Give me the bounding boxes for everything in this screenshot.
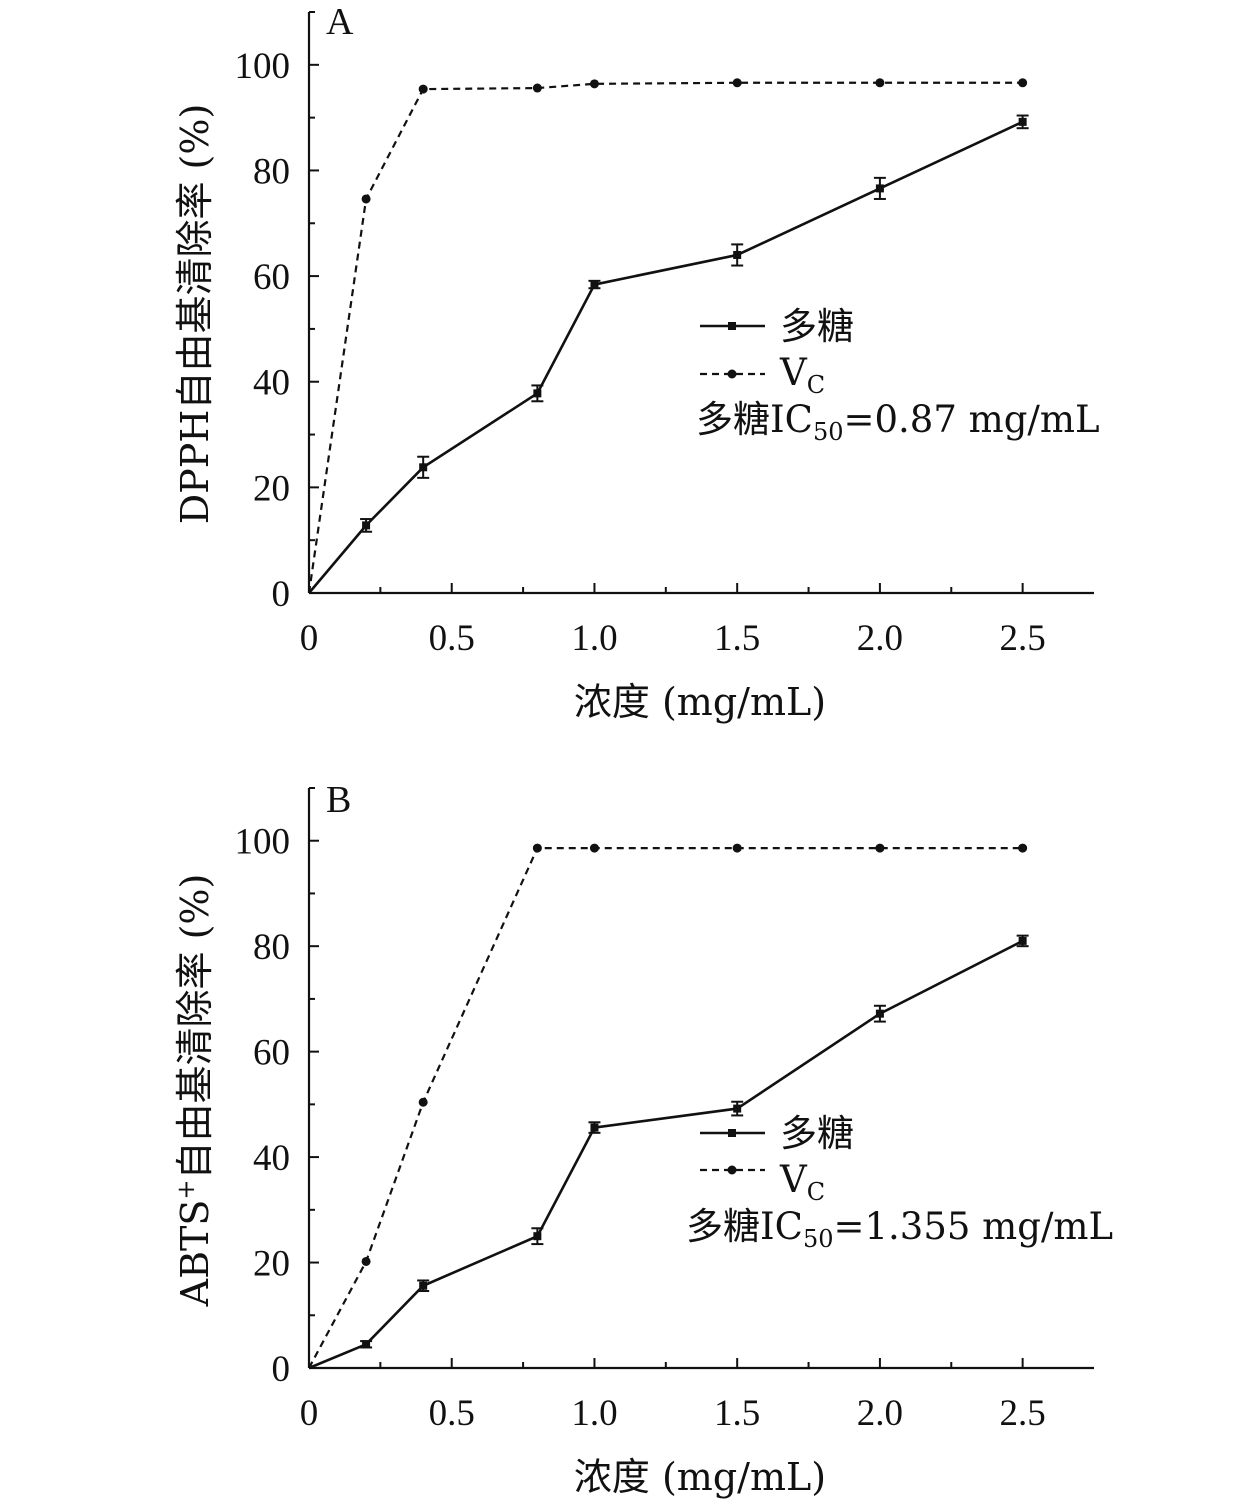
legend-label-vc: VC <box>779 351 825 399</box>
x-tick-label: 0 <box>300 618 319 659</box>
data-point-polysaccharide <box>362 521 371 530</box>
data-point-vc <box>875 843 885 853</box>
series-line-polysaccharide <box>308 939 1024 1370</box>
panel-label: A <box>326 1 354 43</box>
y-tick-label: 100 <box>235 822 291 863</box>
data-point-polysaccharide <box>733 250 742 259</box>
x-axis-title: 浓度 (mg/mL) <box>574 680 826 724</box>
data-point-vc <box>418 1097 428 1107</box>
data-point-polysaccharide <box>419 1281 428 1290</box>
data-point-vc <box>361 194 371 204</box>
plot-area <box>307 78 1029 594</box>
x-tick-label: 2.5 <box>1000 618 1046 659</box>
x-tick-label: 1.5 <box>714 1393 760 1434</box>
data-point-polysaccharide <box>1018 936 1027 945</box>
x-tick-label: 0.5 <box>429 618 475 659</box>
legend-marker-circle <box>727 1165 737 1175</box>
x-tick-label: 1.0 <box>571 618 617 659</box>
data-point-vc <box>589 843 599 853</box>
legend-marker-square <box>728 322 736 330</box>
data-point-vc <box>532 843 542 853</box>
y-axis-title: ABTS+自由基清除率 (%) <box>172 874 217 1308</box>
y-tick-label: 40 <box>253 1138 290 1179</box>
y-tick-label: 80 <box>253 927 290 968</box>
ic50-annotation: 多糖IC50=1.355 mg/mL <box>686 1205 1113 1253</box>
x-tick-label: 1.0 <box>571 1393 617 1434</box>
x-tick-labels: 0 0.5 1.0 1.5 2.0 2.5 <box>300 618 1046 659</box>
data-point-polysaccharide <box>533 389 542 398</box>
y-tick-label: 0 <box>272 574 291 615</box>
legend-marker-square <box>728 1129 736 1137</box>
x-tick-label: 0.5 <box>429 1393 475 1434</box>
data-point-vc <box>418 84 428 94</box>
legend: 多糖 VC 多糖IC50=1.355 mg/mL <box>686 1112 1113 1253</box>
axis-ticks <box>308 11 1024 594</box>
x-tick-label: 2.0 <box>857 1393 903 1434</box>
axis-ticks <box>308 787 1024 1369</box>
x-tick-labels: 0 0.5 1.0 1.5 2.0 2.5 <box>300 1393 1046 1434</box>
y-tick-label: 60 <box>253 257 290 298</box>
data-point-vc <box>589 79 599 89</box>
y-tick-label: 80 <box>253 151 290 192</box>
x-tick-label: 0 <box>300 1393 319 1434</box>
data-point-polysaccharide <box>590 280 599 289</box>
ic50-annotation: 多糖IC50=0.87 mg/mL <box>696 398 1100 446</box>
data-point-vc <box>875 78 885 88</box>
legend-marker-circle <box>727 369 737 379</box>
y-tick-label: 0 <box>272 1349 291 1390</box>
y-tick-label: 40 <box>253 363 290 404</box>
data-point-polysaccharide <box>590 1123 599 1132</box>
x-axis-title: 浓度 (mg/mL) <box>574 1455 826 1499</box>
panel-label: B <box>326 779 351 821</box>
y-tick-labels: 0 20 40 60 80 100 <box>235 822 291 1390</box>
x-tick-label: 1.5 <box>714 618 760 659</box>
data-point-polysaccharide <box>875 1009 884 1018</box>
y-tick-label: 100 <box>235 46 291 87</box>
data-point-vc <box>361 1256 371 1266</box>
series-line-vc <box>308 847 1023 1369</box>
data-point-vc <box>1018 78 1028 88</box>
x-tick-label: 2.5 <box>1000 1393 1046 1434</box>
panel-a: A 0 0.5 1.0 1.5 2.0 2.5 0 20 40 60 80 10… <box>173 1 1100 724</box>
legend-label-polysaccharide: 多糖 <box>780 1112 854 1155</box>
series-line-vc <box>307 81 1023 594</box>
y-tick-label: 20 <box>253 1244 290 1285</box>
data-point-polysaccharide <box>733 1104 742 1113</box>
y-tick-label: 20 <box>253 468 290 509</box>
plot-area <box>308 843 1029 1370</box>
legend-label-polysaccharide: 多糖 <box>780 305 854 348</box>
data-point-polysaccharide <box>362 1340 371 1349</box>
series-line-polysaccharide <box>308 120 1024 594</box>
data-point-polysaccharide <box>533 1232 542 1241</box>
data-point-polysaccharide <box>419 463 428 472</box>
legend-label-vc: VC <box>779 1158 825 1206</box>
x-tick-label: 2.0 <box>857 618 903 659</box>
data-point-vc <box>732 78 742 88</box>
y-tick-labels: 0 20 40 60 80 100 <box>235 46 291 615</box>
data-point-polysaccharide <box>875 184 884 193</box>
y-tick-label: 60 <box>253 1033 290 1074</box>
y-axis-title: DPPH自由基清除率 (%) <box>173 104 217 525</box>
data-point-vc <box>1018 843 1028 853</box>
data-point-vc <box>532 83 542 93</box>
data-point-polysaccharide <box>1018 117 1027 126</box>
legend: 多糖 VC 多糖IC50=0.87 mg/mL <box>696 305 1100 446</box>
data-point-vc <box>732 843 742 853</box>
panel-b: B 0 0.5 1.0 1.5 2.0 2.5 0 20 40 60 80 10… <box>172 779 1113 1499</box>
